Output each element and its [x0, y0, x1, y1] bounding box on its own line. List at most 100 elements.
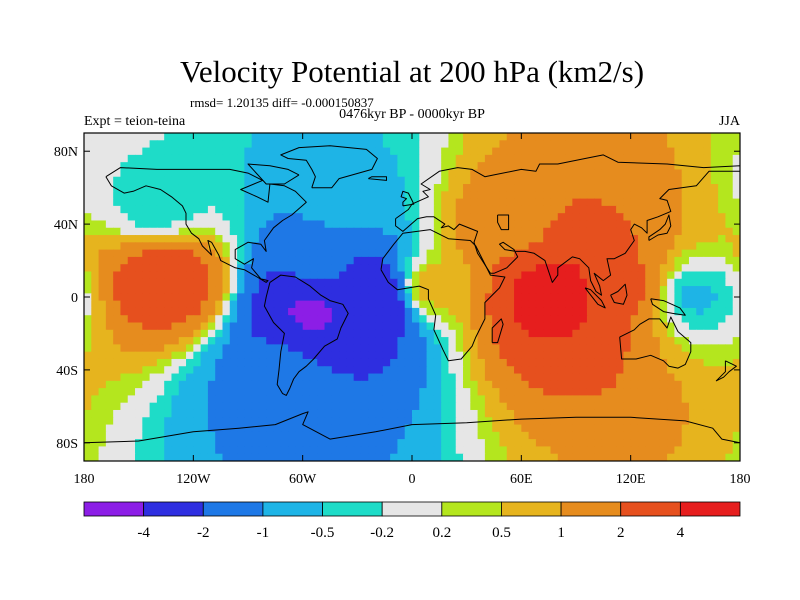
field-cell: [207, 176, 216, 185]
field-cell: [543, 154, 552, 163]
field-cell: [412, 329, 420, 338]
field-cell: [718, 169, 727, 178]
field-cell: [674, 227, 683, 236]
field-cell: [535, 300, 544, 309]
field-cell: [521, 446, 530, 455]
field-cell: [718, 133, 727, 141]
field-cell: [244, 205, 253, 214]
field-cell: [667, 256, 675, 265]
field-cell: [266, 293, 275, 302]
field-cell: [616, 300, 624, 309]
field-cell: [360, 169, 369, 178]
field-cell: [674, 373, 683, 382]
field-cell: [390, 344, 399, 353]
field-cell: [164, 154, 173, 163]
field-cell: [688, 446, 697, 455]
field-cell: [302, 431, 311, 440]
field-cell: [528, 133, 537, 141]
field-cell: [171, 286, 180, 294]
field-cell: [637, 293, 646, 302]
field-cell: [186, 191, 194, 200]
field-cell: [149, 256, 158, 265]
field-cell: [681, 184, 690, 192]
field-cell: [630, 286, 639, 294]
field-cell: [528, 264, 537, 273]
field-cell: [601, 191, 610, 200]
field-cell: [616, 147, 624, 156]
field-cell: [667, 409, 675, 418]
field-cell: [645, 286, 654, 294]
field-cell: [98, 147, 107, 156]
field-cell: [127, 315, 136, 324]
field-cell: [200, 133, 209, 141]
field-cell: [186, 256, 194, 265]
field-cell: [667, 329, 675, 338]
field-cell: [237, 264, 245, 273]
field-cell: [156, 213, 165, 222]
field-cell: [127, 337, 136, 345]
field-cell: [397, 198, 406, 207]
field-cell: [448, 147, 457, 156]
field-cell: [105, 286, 114, 294]
field-cell: [550, 278, 559, 287]
field-cell: [484, 380, 493, 389]
field-cell: [419, 431, 428, 440]
field-cell: [448, 242, 457, 251]
field-cell: [557, 162, 566, 171]
field-cell: [492, 366, 501, 375]
field-cell: [441, 227, 450, 236]
field-cell: [630, 140, 639, 149]
field-cell: [667, 220, 675, 229]
field-cell: [382, 322, 391, 331]
field-cell: [725, 147, 734, 156]
field-cell: [353, 417, 362, 426]
field-cell: [222, 366, 231, 375]
field-cell: [156, 184, 165, 192]
field-cell: [703, 227, 712, 236]
field-cell: [565, 176, 573, 185]
field-cell: [186, 162, 194, 171]
field-cell: [331, 446, 340, 455]
field-cell: [346, 315, 355, 324]
field-cell: [215, 402, 224, 411]
field-cell: [696, 307, 705, 316]
field-cell: [171, 446, 180, 455]
field-cell: [616, 446, 624, 455]
field-cell: [382, 388, 391, 396]
field-cell: [237, 373, 245, 382]
field-cell: [171, 154, 180, 163]
field-cell: [149, 424, 158, 433]
field-cell: [652, 300, 661, 309]
field-cell: [696, 147, 705, 156]
field-cell: [98, 431, 107, 440]
field-cell: [135, 293, 143, 302]
field-cell: [120, 402, 129, 411]
field-cell: [200, 337, 209, 345]
field-cell: [317, 300, 326, 309]
field-cell: [645, 388, 654, 396]
field-cell: [441, 402, 450, 411]
field-cell: [652, 147, 661, 156]
field-cell: [164, 358, 173, 367]
field-cell: [171, 140, 180, 149]
field-cell: [135, 431, 143, 440]
field-cell: [492, 140, 501, 149]
field-cell: [339, 315, 347, 324]
field-cell: [484, 373, 493, 382]
field-cell: [186, 176, 194, 185]
field-cell: [572, 286, 581, 294]
field-cell: [360, 293, 369, 302]
field-cell: [186, 373, 194, 382]
field-cell: [594, 154, 603, 163]
field-cell: [186, 278, 194, 287]
field-cell: [171, 366, 180, 375]
field-cell: [375, 431, 384, 440]
field-cell: [375, 169, 384, 178]
field-cell: [426, 395, 435, 404]
field-cell: [528, 169, 537, 178]
field-cell: [222, 439, 231, 448]
field-cell: [484, 213, 493, 222]
field-cell: [288, 409, 296, 418]
colorbar-swatch: [202, 501, 264, 517]
field-cell: [703, 286, 712, 294]
